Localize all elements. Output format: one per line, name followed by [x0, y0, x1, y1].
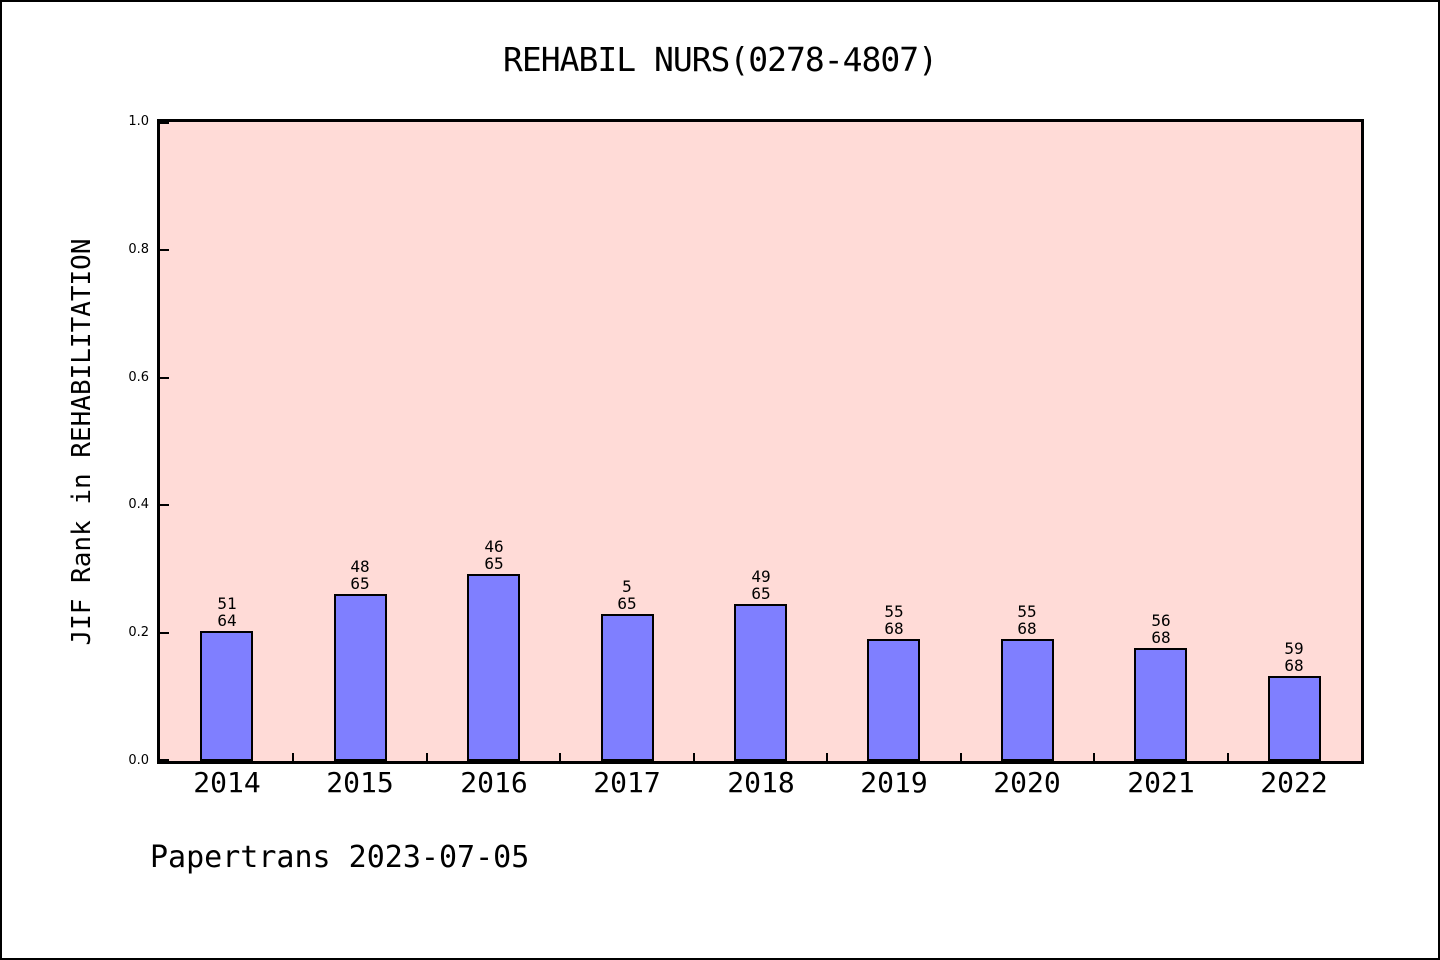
x-tick-mark [1226, 753, 1229, 761]
x-tick-mark [959, 753, 962, 761]
y-tick-mark [160, 632, 169, 635]
x-tick-mark [292, 753, 295, 761]
watermark: Papertrans 2023-07-05 [150, 840, 530, 875]
x-tick-label: 2016 [460, 766, 528, 799]
x-tick-label: 2018 [727, 766, 795, 799]
bar-label: 48 65 [350, 557, 370, 593]
bar-label: 55 68 [1017, 602, 1037, 638]
bar-label: 5 65 [617, 577, 637, 613]
bar [1134, 648, 1187, 761]
x-tick-mark [1093, 753, 1096, 761]
x-tick-mark [559, 753, 562, 761]
x-tick-label: 2019 [860, 766, 928, 799]
y-tick-label: 0.2 [128, 625, 149, 641]
x-tick-label: 2017 [593, 766, 661, 799]
bar [200, 631, 253, 761]
y-tick-label: 0.4 [128, 497, 149, 513]
y-tick-label: 1.0 [128, 114, 149, 129]
bar [867, 639, 920, 761]
x-tick-label: 2020 [993, 766, 1061, 799]
x-tick-label: 2022 [1260, 766, 1328, 799]
bar [734, 604, 787, 761]
plot-area: 51 64 48 65 46 65 5 65 49 65 55 68 55 68 56 68 5… [157, 119, 1364, 764]
x-tick-mark [826, 753, 829, 761]
y-tick-label: 0.6 [128, 369, 149, 385]
x-tick-label: 2014 [193, 766, 261, 799]
bar [601, 614, 654, 761]
bar-label: 46 65 [484, 537, 504, 573]
bar-label: 59 68 [1284, 639, 1304, 675]
bar-label: 49 65 [751, 567, 771, 603]
bar [1001, 639, 1054, 761]
chart-title: REHABIL NURS(0278-4807) [503, 40, 938, 79]
bar-label: 56 68 [1151, 611, 1171, 647]
y-tick-mark [160, 504, 169, 507]
x-tick-mark [425, 753, 428, 761]
bar [334, 594, 387, 761]
x-tick-label: 2015 [326, 766, 394, 799]
y-tick-label: 0.0 [128, 753, 149, 768]
bar-label: 55 68 [884, 602, 904, 638]
bar [1268, 676, 1321, 761]
y-tick-mark [160, 759, 169, 761]
x-tick-mark [692, 753, 695, 761]
y-tick-mark [160, 248, 169, 251]
y-axis-label: JIF Rank in REHABILITATION [67, 238, 97, 646]
x-tick-label: 2021 [1127, 766, 1195, 799]
y-tick-label: 0.8 [128, 241, 149, 257]
y-tick-mark [160, 376, 169, 379]
y-tick-mark [160, 122, 169, 124]
bar [467, 574, 520, 761]
bar-label: 51 64 [217, 594, 237, 630]
